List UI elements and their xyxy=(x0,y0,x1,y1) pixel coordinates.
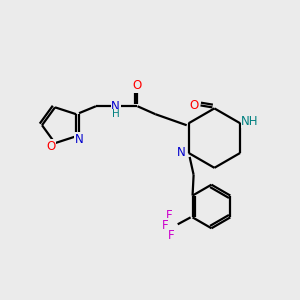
Text: N: N xyxy=(177,146,186,160)
Text: O: O xyxy=(46,140,56,153)
Text: H: H xyxy=(112,109,120,119)
Text: O: O xyxy=(133,79,142,92)
Text: F: F xyxy=(166,209,172,222)
Text: N: N xyxy=(75,133,83,146)
Text: F: F xyxy=(161,219,168,232)
Text: NH: NH xyxy=(241,115,259,128)
Text: N: N xyxy=(111,100,120,113)
Text: F: F xyxy=(167,229,174,242)
Text: O: O xyxy=(189,99,198,112)
